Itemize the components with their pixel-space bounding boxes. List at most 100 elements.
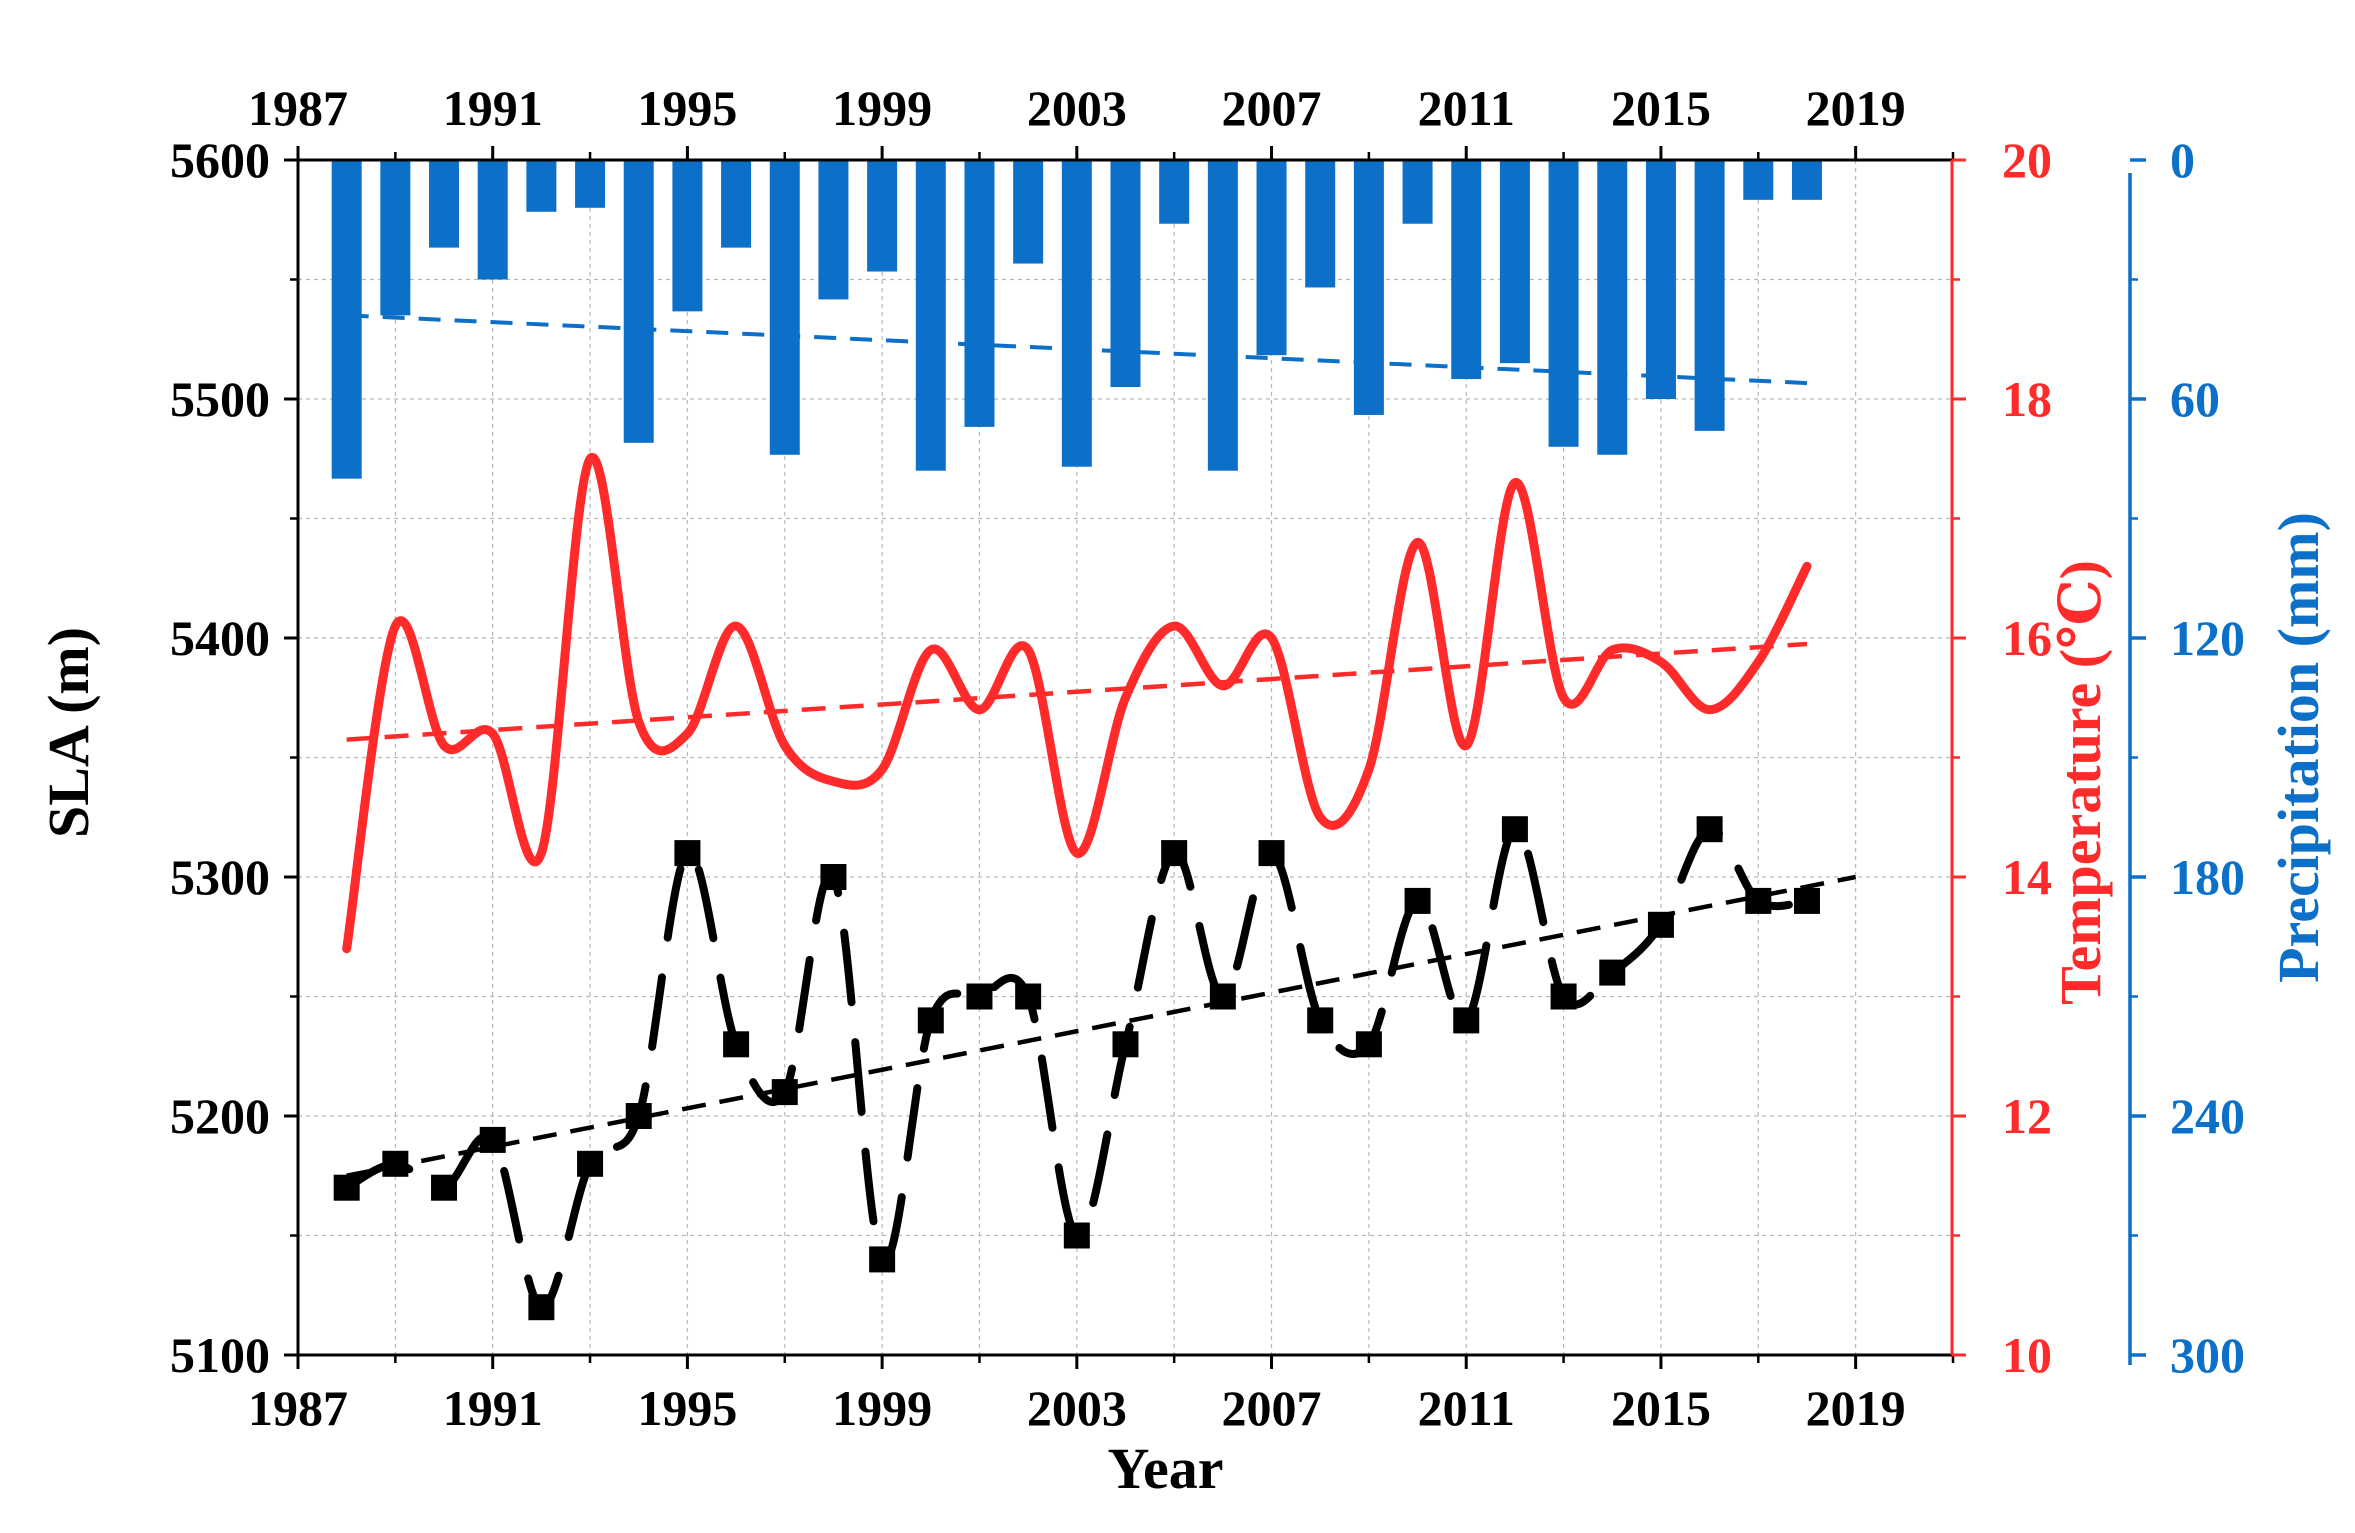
precipitation-bar	[331, 160, 362, 479]
sla-marker	[333, 1174, 360, 1201]
x-tick-label-top: 1999	[832, 80, 932, 136]
x-tick-label-top: 1987	[248, 80, 348, 136]
sla-marker	[869, 1246, 896, 1273]
x-tick-label-top: 1991	[443, 80, 543, 136]
precipitation-bar	[1548, 160, 1579, 447]
sla-marker	[1161, 840, 1188, 867]
precipitation-tick-label: 240	[2170, 1088, 2245, 1144]
sla-marker	[1550, 983, 1577, 1010]
x-tick-label: 2003	[1027, 1380, 1127, 1436]
precipitation-bars	[331, 160, 1822, 479]
precipitation-bar	[1597, 160, 1628, 455]
precipitation-bar	[1013, 160, 1044, 264]
axis-labels: Year SLA (m) Temperature (℃) Precipitati…	[36, 512, 2331, 1501]
precipitation-bar	[1743, 160, 1774, 200]
sla-marker	[479, 1126, 506, 1153]
sla-trend-line	[346, 874, 1857, 1178]
precipitation-bar	[1061, 160, 1092, 467]
sla-marker	[382, 1150, 409, 1177]
x-axis-title: Year	[1108, 1436, 1224, 1501]
precipitation-bar	[818, 160, 849, 300]
y-tick-label: 5100	[170, 1327, 270, 1383]
precipitation-bar	[672, 160, 703, 312]
x-tick-label: 1987	[248, 1380, 348, 1436]
sla-marker	[917, 1007, 944, 1034]
precipitation-bar	[1451, 160, 1482, 380]
sla-marker	[1501, 816, 1528, 843]
precipitation-trend-line	[346, 313, 1808, 386]
sla-marker	[966, 983, 993, 1010]
precipitation-bar	[575, 160, 606, 208]
x-tick-label-top: 2003	[1027, 80, 1127, 136]
x-tick-label: 1995	[637, 1380, 737, 1436]
axes: 1987 1987 1991 1991 1995 1995 1999 1999 2003 2003…	[170, 80, 2245, 1436]
precipitation-tick-label: 0	[2170, 132, 2195, 188]
precipitation-bar	[1402, 160, 1433, 224]
sla-marker	[1209, 983, 1236, 1010]
temperature-trend-line	[346, 641, 1808, 742]
precipitation-bar	[964, 160, 995, 427]
y-tick-label: 5400	[170, 610, 270, 666]
sla-marker	[1404, 887, 1431, 914]
precipitation-bar	[477, 160, 508, 280]
sla-marker	[1745, 887, 1772, 914]
sla-marker	[1258, 840, 1285, 867]
precipitation-axis-title: Precipitation (mm)	[2266, 512, 2331, 983]
x-tick-label-top: 1995	[637, 80, 737, 136]
temperature-line	[342, 452, 1812, 954]
sla-marker	[577, 1150, 604, 1177]
sla-marker	[1015, 983, 1042, 1010]
sla-marker	[820, 864, 847, 890]
temperature-tick-label: 18	[2002, 371, 2052, 427]
precipitation-bar	[1110, 160, 1141, 388]
sla-marker	[1307, 1007, 1334, 1034]
temperature-tick-label: 14	[2002, 849, 2052, 905]
precipitation-bar	[429, 160, 460, 248]
precipitation-bar	[1791, 160, 1822, 200]
sla-marker	[1453, 1007, 1480, 1034]
temperature-tick-label: 12	[2002, 1088, 2052, 1144]
temperature-axis-title: Temperature (℃)	[2048, 560, 2113, 1005]
sla-marker	[771, 1079, 798, 1106]
y-axis-title: SLA (m)	[36, 627, 101, 838]
x-tick-label: 2011	[1418, 1380, 1515, 1436]
sla-marker	[674, 840, 701, 867]
sla-marker	[1355, 1031, 1382, 1058]
precipitation-bar	[721, 160, 752, 248]
precipitation-tick-label: 120	[2170, 610, 2245, 666]
sla-marker	[1112, 1031, 1139, 1058]
x-tick-label: 2007	[1222, 1380, 1322, 1436]
sla-marker	[1599, 959, 1626, 986]
data-lines	[342, 313, 1857, 1312]
y-tick-label: 5300	[170, 849, 270, 905]
precipitation-bar	[1159, 160, 1190, 224]
y-tick-label: 5600	[170, 132, 270, 188]
sla-line	[342, 825, 1811, 1312]
x-tick-label-top: 2019	[1806, 80, 1906, 136]
x-tick-label-top: 2007	[1222, 80, 1322, 136]
precipitation-bar	[867, 160, 898, 272]
x-tick-label-top: 2015	[1611, 80, 1711, 136]
sla-marker	[1696, 816, 1723, 843]
sla-marker	[1063, 1222, 1090, 1249]
sla-marker	[528, 1294, 555, 1321]
precipitation-bar	[1353, 160, 1384, 415]
precipitation-bar	[623, 160, 654, 443]
precipitation-bar	[1499, 160, 1530, 364]
precipitation-bar	[1694, 160, 1725, 431]
precipitation-bar	[1645, 160, 1676, 399]
temperature-tick-label: 16	[2002, 610, 2052, 666]
x-tick-label: 2015	[1611, 1380, 1711, 1436]
x-tick-label: 2019	[1806, 1380, 1906, 1436]
x-tick-label: 1999	[832, 1380, 932, 1436]
x-tick-label-top: 2011	[1418, 80, 1515, 136]
temperature-tick-label: 20	[2002, 132, 2052, 188]
sla-marker	[431, 1174, 458, 1201]
sla-markers	[333, 816, 1820, 1321]
x-tick-label: 1991	[443, 1380, 543, 1436]
precipitation-bar	[769, 160, 800, 455]
sla-marker	[1647, 911, 1674, 938]
precipitation-bar	[1305, 160, 1336, 288]
precipitation-bar	[1256, 160, 1287, 356]
